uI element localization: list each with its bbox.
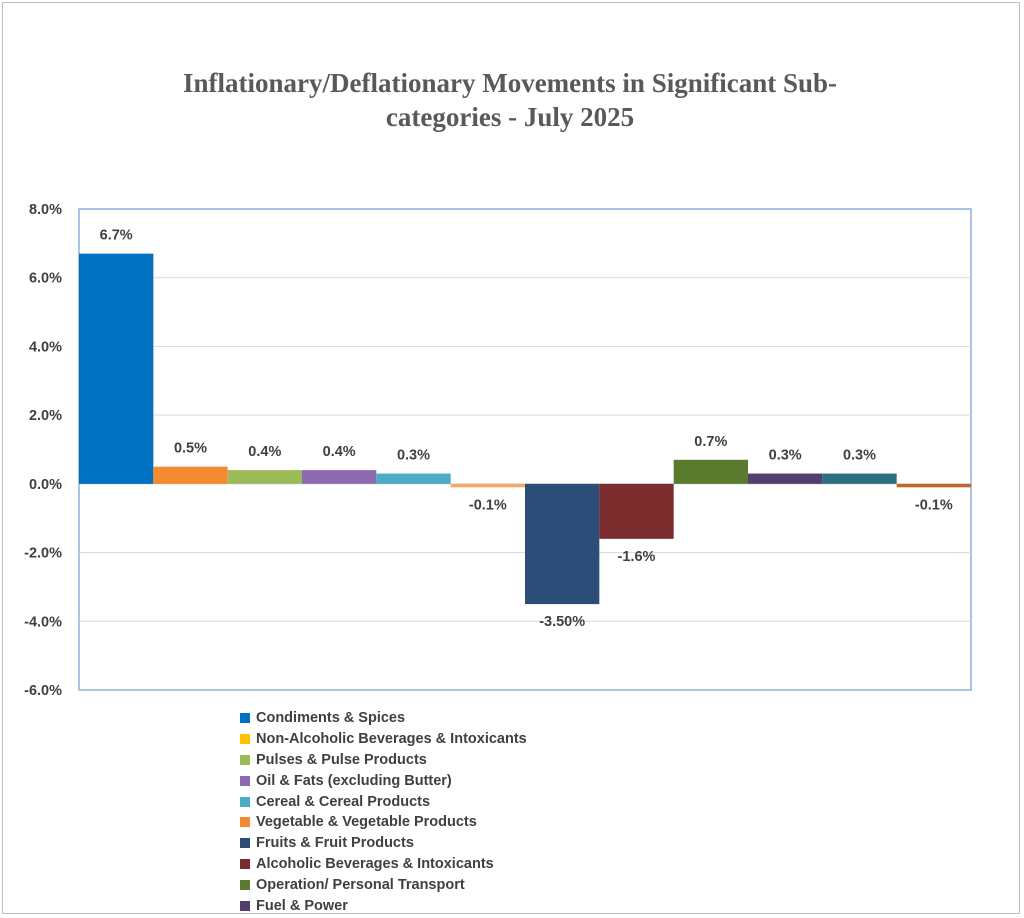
legend-swatch <box>240 713 250 724</box>
legend-label: Vegetable & Vegetable Products <box>256 814 477 831</box>
legend-swatch <box>240 734 250 745</box>
bar <box>599 483 674 539</box>
legend-swatch <box>240 775 250 786</box>
bar <box>525 483 600 605</box>
legend-item: Cereal & Cereal Products <box>240 791 527 812</box>
legend-item: Alcoholic Beverages & Intoxicants <box>240 854 527 875</box>
legend-label: Alcoholic Beverages & Intoxicants <box>256 855 494 872</box>
bar <box>748 473 823 484</box>
legend-swatch <box>240 838 250 849</box>
bar <box>153 466 228 484</box>
data-label: -0.1% <box>469 497 507 513</box>
y-tick-label: 4.0% <box>29 339 62 355</box>
legend-swatch <box>240 900 250 911</box>
data-label: 0.4% <box>248 444 281 460</box>
legend-swatch <box>240 817 250 828</box>
legend-label: Cereal & Cereal Products <box>256 793 431 810</box>
legend-item: Operation/ Personal Transport <box>240 874 527 895</box>
y-tick-label: 2.0% <box>29 408 62 424</box>
legend-label: Oil & Fats (excluding Butter) <box>256 772 452 789</box>
data-label: 0.7% <box>694 434 727 450</box>
legend-swatch <box>240 858 250 869</box>
legend-item: Non-Alcoholic Beverages & Intoxicants <box>240 729 527 750</box>
y-tick-label: -4.0% <box>24 614 62 630</box>
legend-item: Fruits & Fruit Products <box>240 833 527 854</box>
bar <box>450 483 525 488</box>
data-label: -3.50% <box>539 614 585 630</box>
y-axis-ticks: 8.0% 6.0% 4.0% 2.0% 0.0% -2.0% -4.0% -6.0% <box>24 202 62 699</box>
legend-label: Operation/ Personal Transport <box>256 876 465 893</box>
legend-item: Fuel & Power <box>240 895 527 916</box>
bar <box>822 473 897 484</box>
bar <box>673 459 748 484</box>
legend-item: Condiments & Spices <box>240 708 527 729</box>
bar <box>896 483 971 488</box>
data-label: 0.3% <box>843 448 876 464</box>
data-labels: 6.7% 0.5% 0.4% 0.4% 0.3% -0.1% -3.50% -1.6% 0.7%… <box>100 228 953 630</box>
legend-label: Condiments & Spices <box>256 710 406 727</box>
data-label: 0.3% <box>769 448 802 464</box>
legend-item: Vegetable & Vegetable Products <box>240 812 527 833</box>
legend-item: Oil & Fats (excluding Butter) <box>240 770 527 791</box>
data-label: 6.7% <box>100 228 133 244</box>
data-label: 0.3% <box>397 448 430 464</box>
y-tick-label: -2.0% <box>24 546 62 562</box>
y-tick-label: 0.0% <box>29 477 62 493</box>
chart-title-line-1: Inflationary/Deflationary Movements in S… <box>182 68 837 98</box>
bars <box>79 253 971 605</box>
plot-area <box>78 208 972 691</box>
legend-item: Pulses & Pulse Products <box>240 750 527 771</box>
legend-swatch <box>240 879 250 890</box>
bar <box>227 470 302 484</box>
data-label: -0.1% <box>915 497 953 513</box>
y-tick-label: 8.0% <box>29 202 62 218</box>
legend-swatch <box>240 796 250 807</box>
legend-label: Fruits & Fruit Products <box>256 835 414 852</box>
chart-title-line-2: categories - July 2025 <box>385 102 635 132</box>
data-label: -1.6% <box>618 549 656 565</box>
data-label: 0.4% <box>323 444 356 460</box>
legend-label: Pulses & Pulse Products <box>256 751 427 768</box>
bar <box>376 473 451 484</box>
data-label: 0.5% <box>174 441 207 457</box>
legend-swatch <box>240 754 250 765</box>
legend: Condiments & Spices Non-Alcoholic Beverag… <box>240 708 527 916</box>
bar <box>302 470 377 484</box>
legend-label: Non-Alcoholic Beverages & Intoxicants <box>256 731 527 748</box>
chart-title: Inflationary/Deflationary Movements in S… <box>80 66 940 134</box>
y-tick-label: 6.0% <box>29 271 62 287</box>
bar <box>79 253 154 484</box>
y-tick-label: -6.0% <box>24 683 62 699</box>
legend-label: Fuel & Power <box>256 897 348 914</box>
